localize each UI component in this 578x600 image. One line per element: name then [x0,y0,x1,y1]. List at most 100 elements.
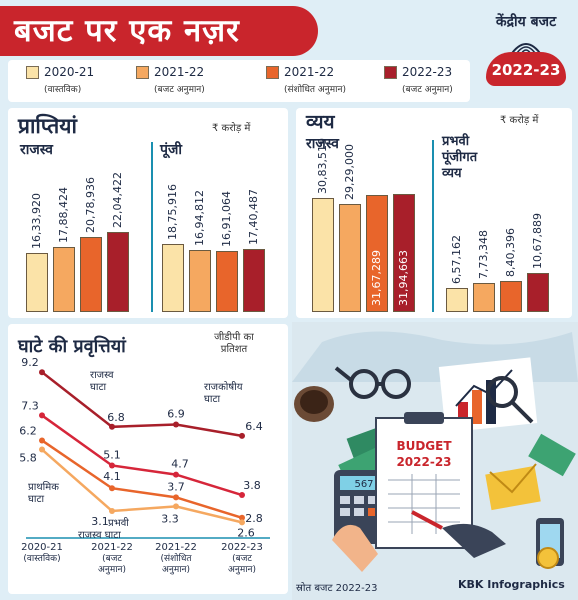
bar [446,287,468,312]
bar [53,247,75,312]
data-label: 5.1 [103,448,121,461]
page-title: बजट पर एक नज़र [0,6,318,56]
x-tick-label: अनुमान) [98,565,126,575]
revenue-exp-subtitle: राजस्व [306,136,339,152]
series-annotation: प्रभवी [108,517,129,529]
series-annotation: घाटा [28,494,45,505]
series-annotation: राजस्व घाटा [78,530,121,541]
glasses-icon [334,366,411,399]
bar [527,272,549,312]
capital-receipts-subtitle: पूंजी [160,142,182,158]
data-label: 3.7 [167,480,185,493]
legend-label: 2021-22 [284,65,335,79]
badge-title: केंद्रीय बजट [495,14,557,30]
data-point [173,503,179,510]
series-line [41,414,243,497]
data-label: 6.8 [107,411,125,424]
legend-label: 2020-21 [44,65,95,79]
data-label: 4.1 [103,470,121,483]
bar-value-label: 7,73,348 [477,230,490,280]
data-point [173,471,179,478]
data-point [109,462,115,469]
data-label: 7.3 [21,399,39,412]
x-tick-label: अनुमान) [162,565,190,575]
bar-value-label: 22,04,422 [111,172,124,228]
data-label: 4.7 [171,458,189,471]
effective-capex-subtitle: प्रभवी पूंजीगत व्यय [442,134,477,182]
capex-title-line: व्यय [442,166,462,181]
bar-value-label: 16,94,812 [193,190,206,247]
series-annotation: राजस्व [90,370,114,381]
legend-swatch [26,66,39,79]
bar [243,248,265,312]
bar [312,198,334,312]
x-tick-label: 2020-21 [21,542,63,553]
bar-value-label: 6,57,162 [450,234,463,284]
legend-sublabel: (बजट अनुमान) [402,85,453,95]
legend-sublabel: (वास्तविक) [44,85,82,95]
badge-year: 2022-23 [486,52,566,86]
legend-swatch [136,66,149,79]
data-point [39,446,45,453]
clipboard-title: BUDGET [396,439,452,453]
expenditure-panel: व्यय ₹ करोड़ में राजस्व प्रभवी पूंजीगत व… [296,108,572,318]
expenditure-title: व्यय [306,111,335,133]
source-note: स्रोत बजट 2022-23 [296,583,378,594]
calculator-display: 567 [354,479,373,490]
x-tick-label: (वास्तविक) [23,552,60,564]
bar-value-label: 16,33,920 [30,192,43,249]
brand-credit: KBK Infographics [458,578,565,591]
data-point [109,507,115,514]
bar-value-label: 17,40,487 [247,188,260,245]
bar-value-label: 18,75,916 [166,183,179,240]
data-point [39,369,45,376]
data-point [239,432,245,439]
data-point [239,519,245,526]
series-line [41,439,243,519]
bar-value-label: 17,88,424 [57,187,70,244]
legend-sublabel: (संशोधित अनुमान) [284,85,346,95]
bar-value-label: 29,29,000 [343,143,356,200]
bar-value-label: 8,40,396 [504,227,517,277]
bar [26,252,48,312]
data-label: 3.3 [161,512,179,525]
bar-value-label: 10,67,889 [531,212,544,269]
bar-value-label: 16,91,064 [220,190,233,247]
data-label: 6.4 [245,420,263,433]
bar [473,283,495,312]
data-label: 5.8 [19,452,37,465]
coffee-cup-icon [294,386,334,422]
deficit-unit: जीडीपी का प्रतिशत [214,332,254,355]
bar [162,243,184,312]
hand-with-pen-icon [332,510,506,572]
bar [80,236,102,312]
legend-swatch [384,66,397,79]
x-tick-label: 2021-22 [91,542,133,553]
clipboard-year: 2022-23 [396,455,451,469]
data-label: 2.6 [237,526,255,539]
series-annotation: घाटा [90,382,107,393]
budget-badge: केंद्रीय बजट 2022-23 [476,12,576,86]
bar [366,195,388,312]
bar [216,250,238,312]
series-annotation: प्राथमिक [28,481,59,493]
bar-value-label: 31,94,663 [397,250,410,306]
data-label: 6.9 [167,408,185,421]
coin-icon [537,547,559,569]
series-line [41,371,243,438]
bar-value-label: 31,67,289 [370,250,383,306]
bar-value-label: 20,78,936 [84,176,97,233]
capex-title-line: प्रभवी [442,134,470,149]
receipts-title: प्राप्तियां [18,114,77,138]
legend-swatch [266,66,279,79]
receipts-unit: ₹ करोड़ में [212,123,251,134]
data-label: 6.2 [19,424,37,437]
data-point [39,437,45,444]
capex-title-line: पूंजीगत [442,150,478,165]
budget-illustration: 567 BUDGET 2022-23 [292,322,578,600]
magnifier-icon [486,376,534,424]
data-point [239,492,245,499]
receipts-panel: प्राप्तियां ₹ करोड़ में राजस्व पूंजी 16,… [8,108,288,318]
x-tick-label: अनुमान) [228,565,256,575]
x-tick-label: (बजट [102,554,122,564]
